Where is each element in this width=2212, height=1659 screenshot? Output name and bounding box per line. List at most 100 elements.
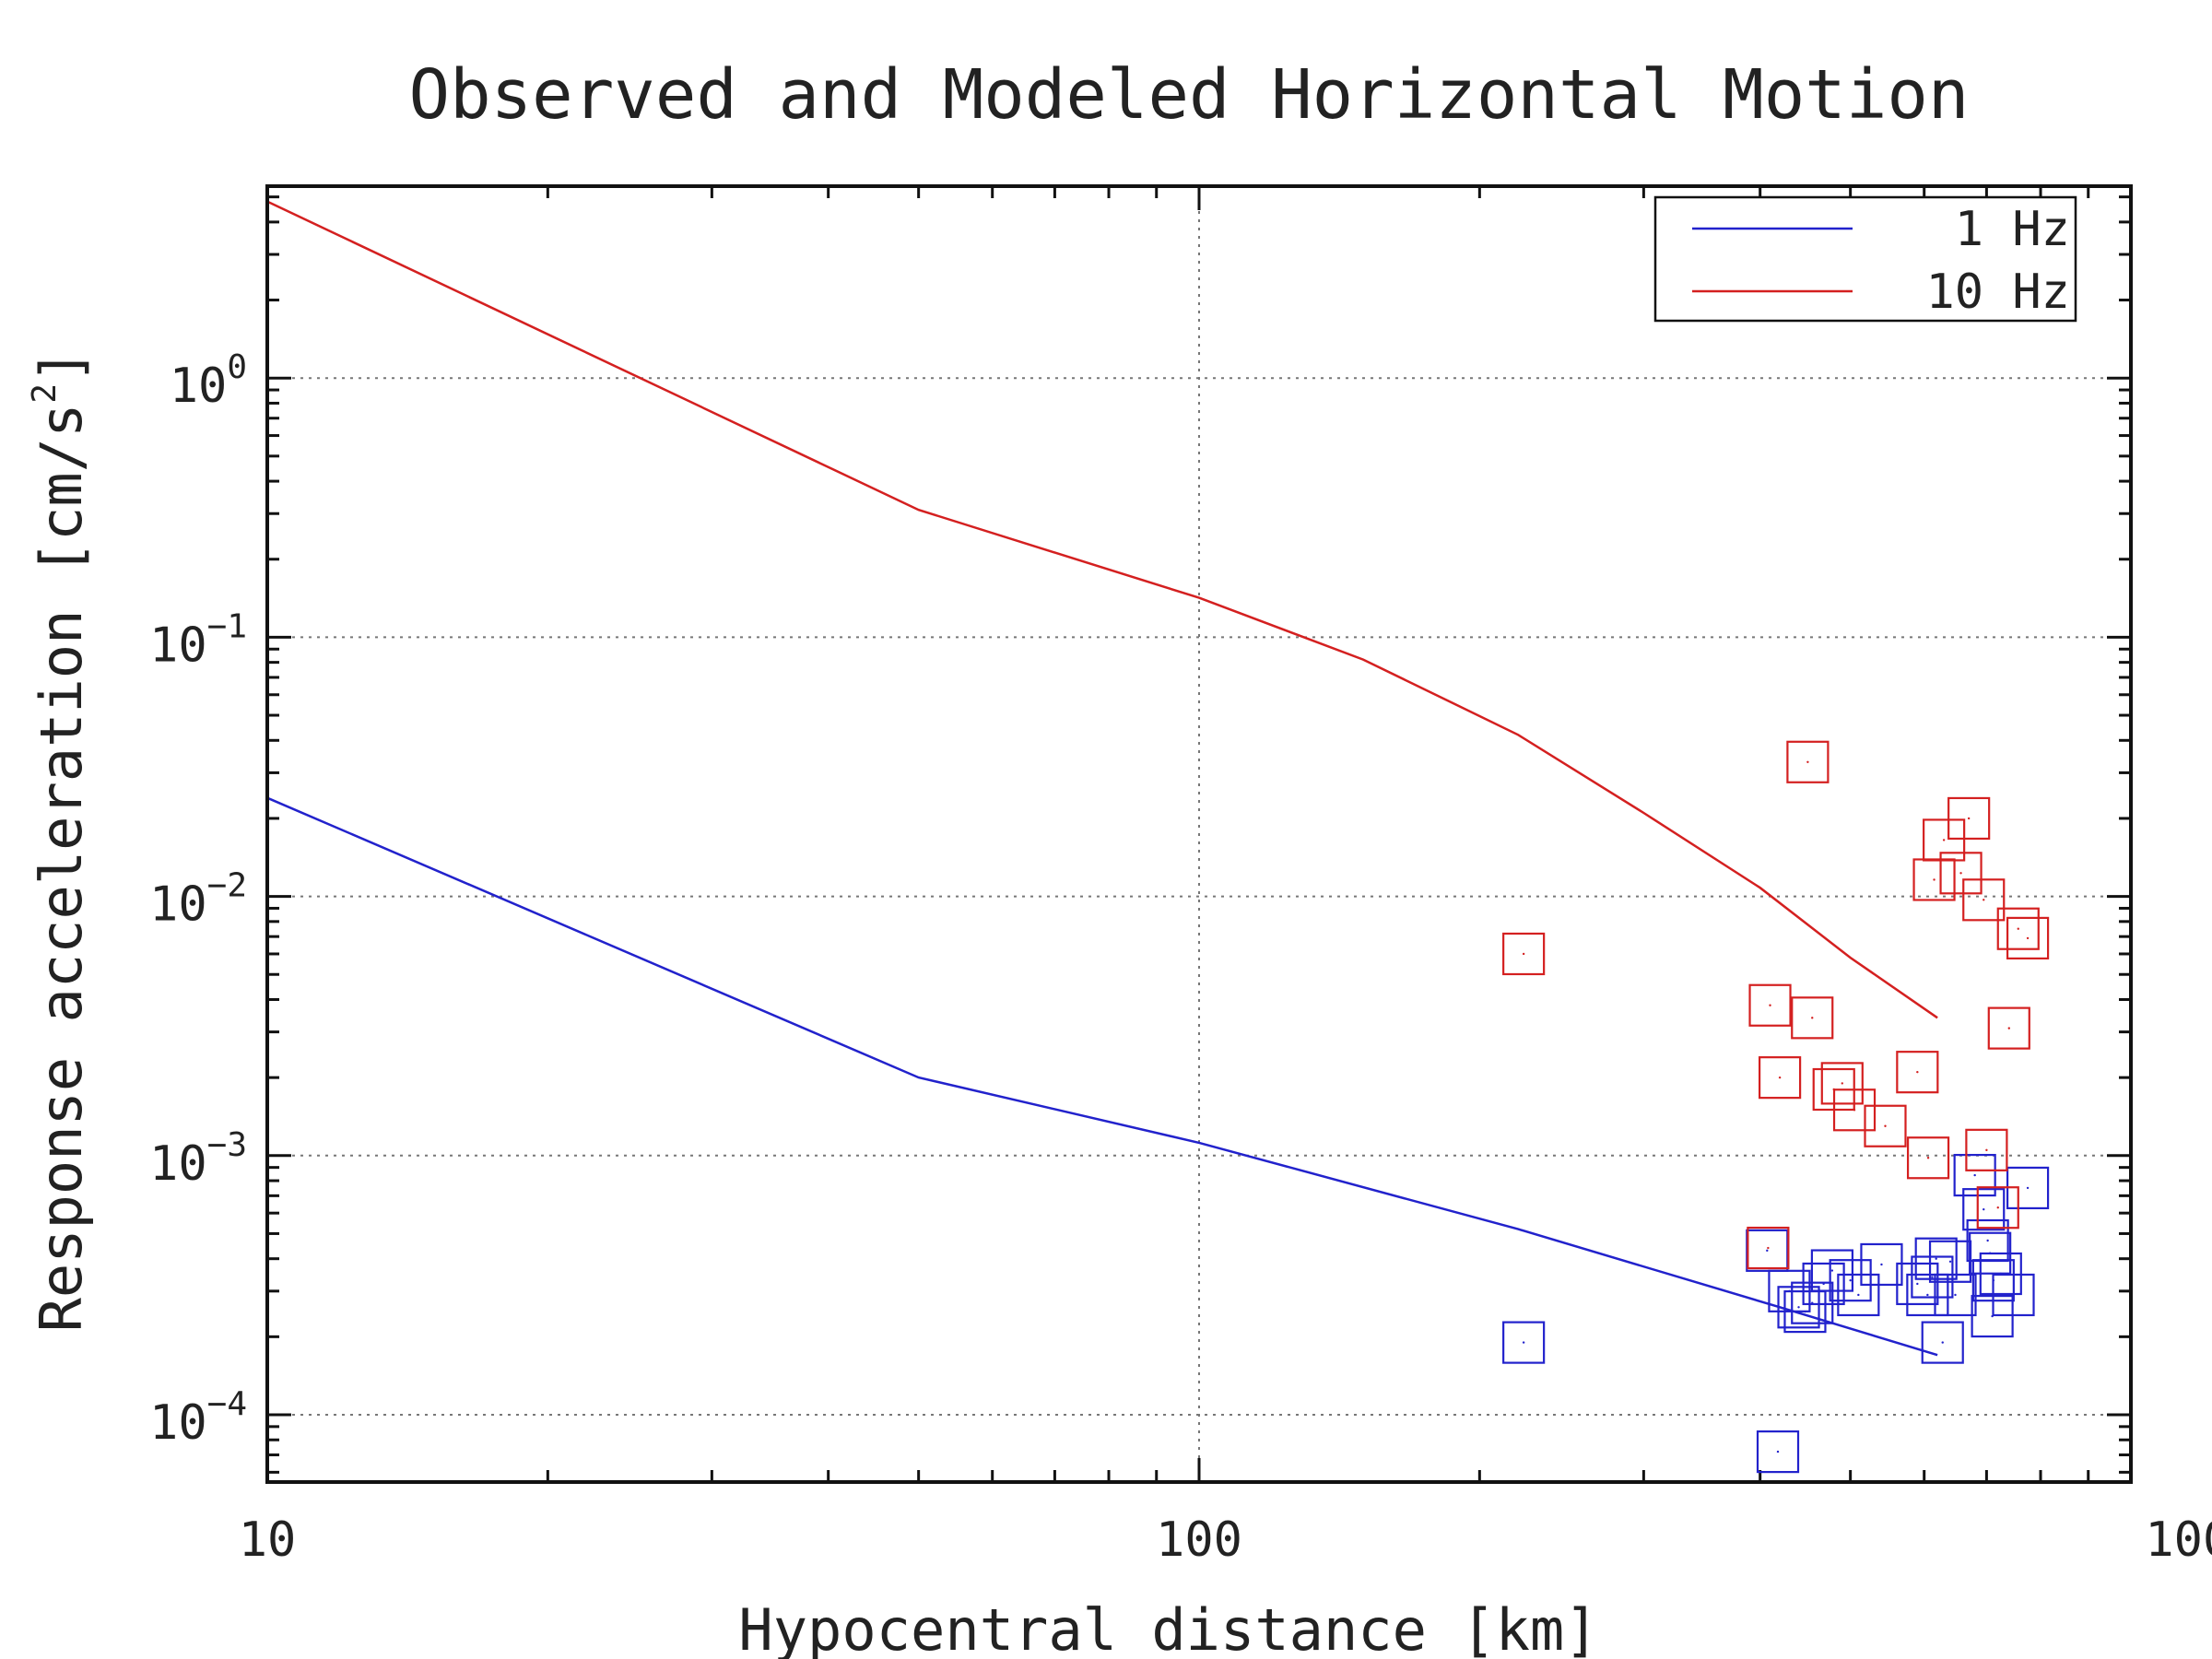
data-point-center: [1954, 1293, 1957, 1297]
data-point-center: [1926, 1157, 1930, 1159]
y-tick-label-base: 10: [149, 618, 207, 673]
legend-label: 1 Hz: [1955, 202, 2070, 257]
data-point: [1934, 1273, 1977, 1317]
x-tick-labels: 10 100 1000: [239, 1512, 2212, 1568]
data-point-center: [1522, 952, 1525, 956]
data-point: [1810, 1249, 1854, 1292]
data-point: [1947, 796, 1991, 841]
legend-box: [1653, 195, 2077, 323]
data-point-center: [1767, 1246, 1770, 1250]
data-point: [1820, 1062, 1864, 1105]
data-point: [1829, 1259, 1872, 1302]
data-point-center: [1926, 1293, 1929, 1297]
y-tick-label: 10−1: [149, 607, 247, 673]
data-point: [1996, 907, 2040, 950]
data-point: [1756, 1430, 1800, 1474]
y-tick-label-base: 10: [149, 877, 207, 933]
y-axis-label: Response acceleration [cm/s2]: [26, 349, 95, 1333]
data-point-center: [1857, 1293, 1860, 1297]
data-point: [1759, 1056, 1802, 1100]
data-point-center: [1973, 1173, 1976, 1177]
data-point-center: [2007, 1027, 2010, 1030]
data-point-center: [2017, 927, 2019, 930]
data-point-center: [1830, 1269, 1834, 1272]
data-point-center: [1985, 1148, 1988, 1152]
y-tick-label-exponent: −2: [207, 867, 247, 905]
data-point-center: [1959, 872, 1962, 875]
data-point-center: [1776, 1450, 1780, 1453]
data-point-center: [1778, 1076, 1782, 1079]
y-tick-label: 10−4: [149, 1385, 247, 1451]
data-point-center: [2026, 936, 2030, 940]
data-point: [1939, 852, 1983, 895]
data-point-center: [2012, 1293, 2015, 1297]
data-point-center: [1983, 1207, 1985, 1211]
data-point: [1832, 1088, 1877, 1132]
data-point: [1837, 1273, 1880, 1317]
legend-label: 10 Hz: [1925, 265, 2070, 320]
scatter-series-2: [1502, 1153, 2050, 1474]
x-tick-label: 1000: [2145, 1512, 2212, 1568]
y-tick-label: 10−2: [149, 867, 247, 933]
grid-lines: [267, 186, 2131, 1482]
x-axis-label: Hypocentral distance [km]: [738, 1596, 1598, 1659]
data-point: [1906, 1273, 1949, 1317]
data-point-center: [1522, 1341, 1525, 1344]
data-point-center: [1935, 1257, 1937, 1260]
data-point: [1962, 1188, 2006, 1231]
data-point: [1802, 1262, 1845, 1306]
legend: 1 Hz 10 Hz: [1653, 195, 2077, 323]
data-point-center: [1948, 1260, 1952, 1263]
plot-frame: [265, 184, 2133, 1484]
y-tick-label-exponent: 0: [227, 348, 247, 386]
data-point: [2006, 916, 2050, 960]
data-point-center: [1967, 817, 1971, 820]
y-tick-label-exponent: −3: [207, 1126, 247, 1164]
chart-title: Observed and Modeled Horizontal Motion: [409, 55, 1970, 135]
y-tick-label: 10−3: [149, 1126, 247, 1192]
data-point-center: [1769, 1004, 1771, 1006]
data-point: [1896, 1262, 1939, 1306]
y-tick-label-exponent: −1: [207, 607, 247, 645]
y-axis-label-suffix: ]: [28, 349, 95, 383]
data-point: [1914, 1237, 1958, 1280]
data-point-center: [1996, 1206, 1999, 1209]
y-tick-label: 100: [170, 348, 247, 414]
data-point: [1953, 1153, 1996, 1197]
data-point: [1976, 1186, 2019, 1230]
data-point: [1777, 1286, 1820, 1329]
x-tick-label: 10: [239, 1512, 297, 1568]
data-point: [1502, 932, 1546, 976]
data-point-center: [1806, 760, 1809, 763]
data-point-center: [1822, 1282, 1825, 1286]
data-point: [1864, 1104, 1907, 1147]
y-tick-label-exponent: −4: [207, 1385, 247, 1423]
data-point: [1923, 818, 1966, 862]
data-point-center: [1804, 1310, 1806, 1313]
data-point-center: [1766, 1249, 1769, 1253]
data-point: [1747, 1226, 1790, 1270]
data-point-center: [1849, 1278, 1852, 1282]
data-point: [1502, 1321, 1546, 1364]
data-point-center: [1942, 839, 1946, 841]
y-tick-label-base: 10: [149, 1136, 207, 1192]
data-point-center: [1941, 1341, 1944, 1344]
data-point: [1992, 1273, 2035, 1317]
scatter-series-3: [1502, 740, 2050, 1270]
data-point-center: [1916, 1070, 1919, 1074]
plot-area: [266, 200, 2050, 1474]
y-tick-label-base: 10: [170, 359, 228, 414]
data-point: [1987, 1006, 2030, 1050]
data-point-center: [1916, 1282, 1919, 1286]
y-tick-label-base: 10: [149, 1395, 207, 1451]
data-point-center: [1983, 899, 1985, 901]
data-point-center: [1931, 1276, 1934, 1278]
data-point: [1748, 983, 1792, 1027]
data-point-center: [1986, 1239, 1989, 1242]
y-axis-label-superscript: 2: [26, 383, 64, 404]
data-point-center: [1811, 1017, 1814, 1019]
data-point-center: [1841, 1082, 1843, 1085]
data-point: [1911, 1255, 1954, 1299]
data-point: [1783, 1289, 1827, 1334]
